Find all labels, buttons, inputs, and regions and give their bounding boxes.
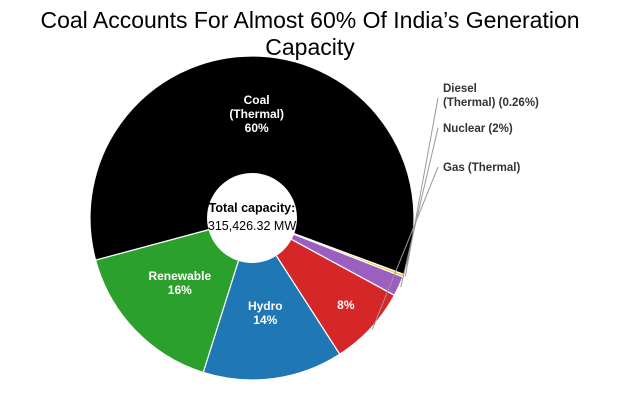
slice-label-coal-thermal: Coal (244, 93, 270, 107)
slice-pct-coal-thermal: 60% (245, 121, 269, 135)
slice-label-gas-thermal: Gas (Thermal) (443, 162, 520, 174)
center-value: 315,426.32 MW (208, 219, 296, 233)
pie-slice-coal-thermal (89, 55, 415, 276)
slice-name-nuclear: Nuclear (443, 123, 488, 135)
slice-label-diesel-line2: (Thermal) (0.26%) (443, 97, 539, 109)
slice-pct-hydro: 14% (253, 313, 277, 327)
leader-line-diesel-thermal (404, 97, 439, 277)
slice-pct-diesel-thermal: (0.26%) (499, 97, 539, 109)
slice-label-coal-thermal: (Thermal) (229, 107, 284, 121)
slice-pct-gas-thermal: 8% (337, 298, 355, 312)
pie-slice-hydro (202, 216, 341, 381)
slice-pct-renewable: 16% (168, 283, 192, 297)
slice-name-diesel-thermal: (Thermal) (443, 97, 496, 109)
slice-label-nuclear: Nuclear (2%) (443, 123, 513, 135)
slice-label-hydro: Hydro (248, 299, 283, 313)
slice-pct-nuclear: (2%) (488, 123, 512, 135)
leader-line-nuclear (400, 127, 439, 288)
center-label: Total capacity: (209, 201, 296, 215)
leader-line-gas-thermal (371, 166, 439, 330)
pie-slice-renewable (94, 217, 253, 374)
center-hole (207, 173, 297, 263)
slice-label-renewable: Renewable (148, 269, 211, 283)
slice-label-diesel: Diesel (443, 83, 477, 95)
chart-title: Coal Accounts For Almost 60% Of India’s … (40, 7, 580, 60)
